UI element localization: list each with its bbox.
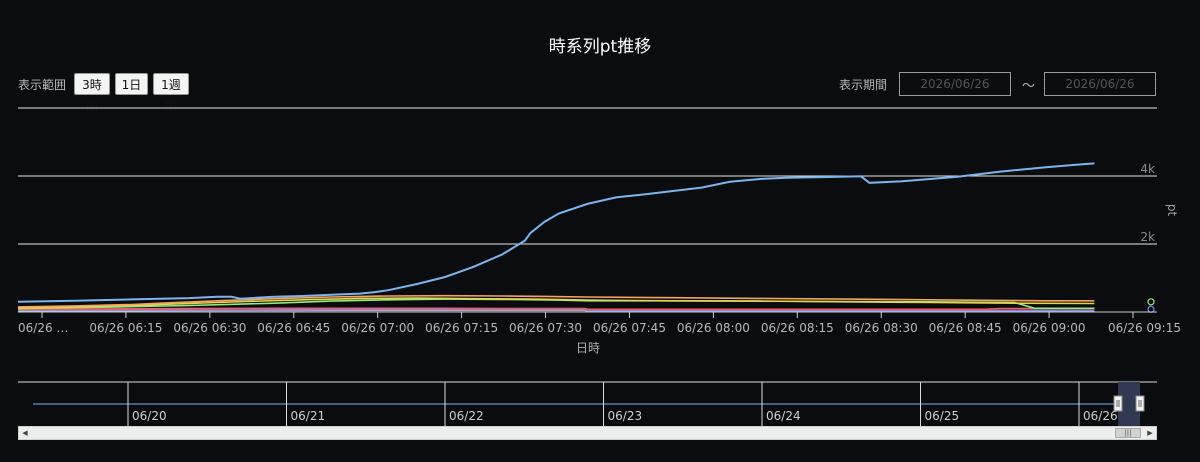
series-line-5: [17, 307, 1095, 311]
x-tick-label: 06/26 06:15: [89, 321, 162, 335]
navigator-date-label: 06/22: [449, 409, 484, 423]
x-tick-label: 06/26 09:15: [1108, 321, 1181, 335]
y-tick-label: 4k: [1140, 162, 1155, 176]
series-line-3: [17, 297, 1095, 309]
range-button-3h[interactable]: 3時間: [74, 73, 110, 114]
x-tick-label: 06/26 09:00: [1013, 321, 1086, 335]
scroll-left-arrow-icon[interactable]: ◀: [22, 429, 28, 437]
scroll-right-arrow-icon[interactable]: ▶: [1147, 429, 1153, 437]
x-axis-title: 日時: [576, 341, 600, 355]
series-end-marker: [1147, 305, 1155, 313]
x-tick-label: 06/26 07:15: [425, 321, 498, 335]
range-button-1d[interactable]: 1日: [115, 73, 148, 95]
navigator-scrollbar[interactable]: ◀ ||| ▶: [18, 426, 1157, 440]
navigator-date-label: 06/25: [925, 409, 960, 423]
x-tick-label: 06/26 …: [18, 321, 68, 335]
navigator-date-label: 06/20: [132, 409, 167, 423]
navigator-date-label: 06/26: [1083, 409, 1118, 423]
period-label: 表示期間: [839, 78, 888, 92]
navigator-selected-range[interactable]: [1118, 382, 1140, 426]
x-tick-label: 06/26 08:00: [677, 321, 750, 335]
series-line-2: [17, 294, 1095, 308]
range-button-1w[interactable]: 1週間: [153, 73, 189, 114]
x-tick-label: 06/26 06:30: [173, 321, 246, 335]
scrollbar-thumb[interactable]: |||: [1115, 428, 1141, 438]
x-tick-label: 06/26 08:15: [761, 321, 834, 335]
series-end-marker: [1147, 298, 1155, 306]
navigator-date-label: 06/23: [608, 409, 643, 423]
x-tick-label: 06/26 08:30: [845, 321, 918, 335]
navigator[interactable]: 06/20 06/21 06/22 06/23 06/24 06/25 06/26: [18, 381, 1157, 426]
range-label: 表示範囲: [18, 78, 67, 92]
y-axis-title: pt: [1165, 204, 1179, 217]
navigator-right-handle[interactable]: [1135, 395, 1145, 412]
navigator-date-label: 06/24: [766, 409, 801, 423]
x-tick-label: 06/26 07:30: [509, 321, 582, 335]
x-tick-label: 06/26 06:45: [257, 321, 330, 335]
x-tick-label: 06/26 07:00: [341, 321, 414, 335]
navigator-left-handle[interactable]: [1113, 395, 1123, 412]
series-line-1: [17, 162, 1095, 303]
chart-title: 時系列pt推移: [548, 37, 652, 57]
period-to-input[interactable]: [1044, 72, 1156, 96]
x-tick-label: 06/26 07:45: [593, 321, 666, 335]
y-tick-label: 2k: [1140, 230, 1155, 244]
x-tick-label: 06/26 08:45: [929, 321, 1002, 335]
period-from-input[interactable]: [899, 72, 1011, 96]
series-line-6: [18, 308, 1095, 312]
period-separator: 〜: [1022, 79, 1036, 94]
navigator-date-label: 06/21: [291, 409, 326, 423]
